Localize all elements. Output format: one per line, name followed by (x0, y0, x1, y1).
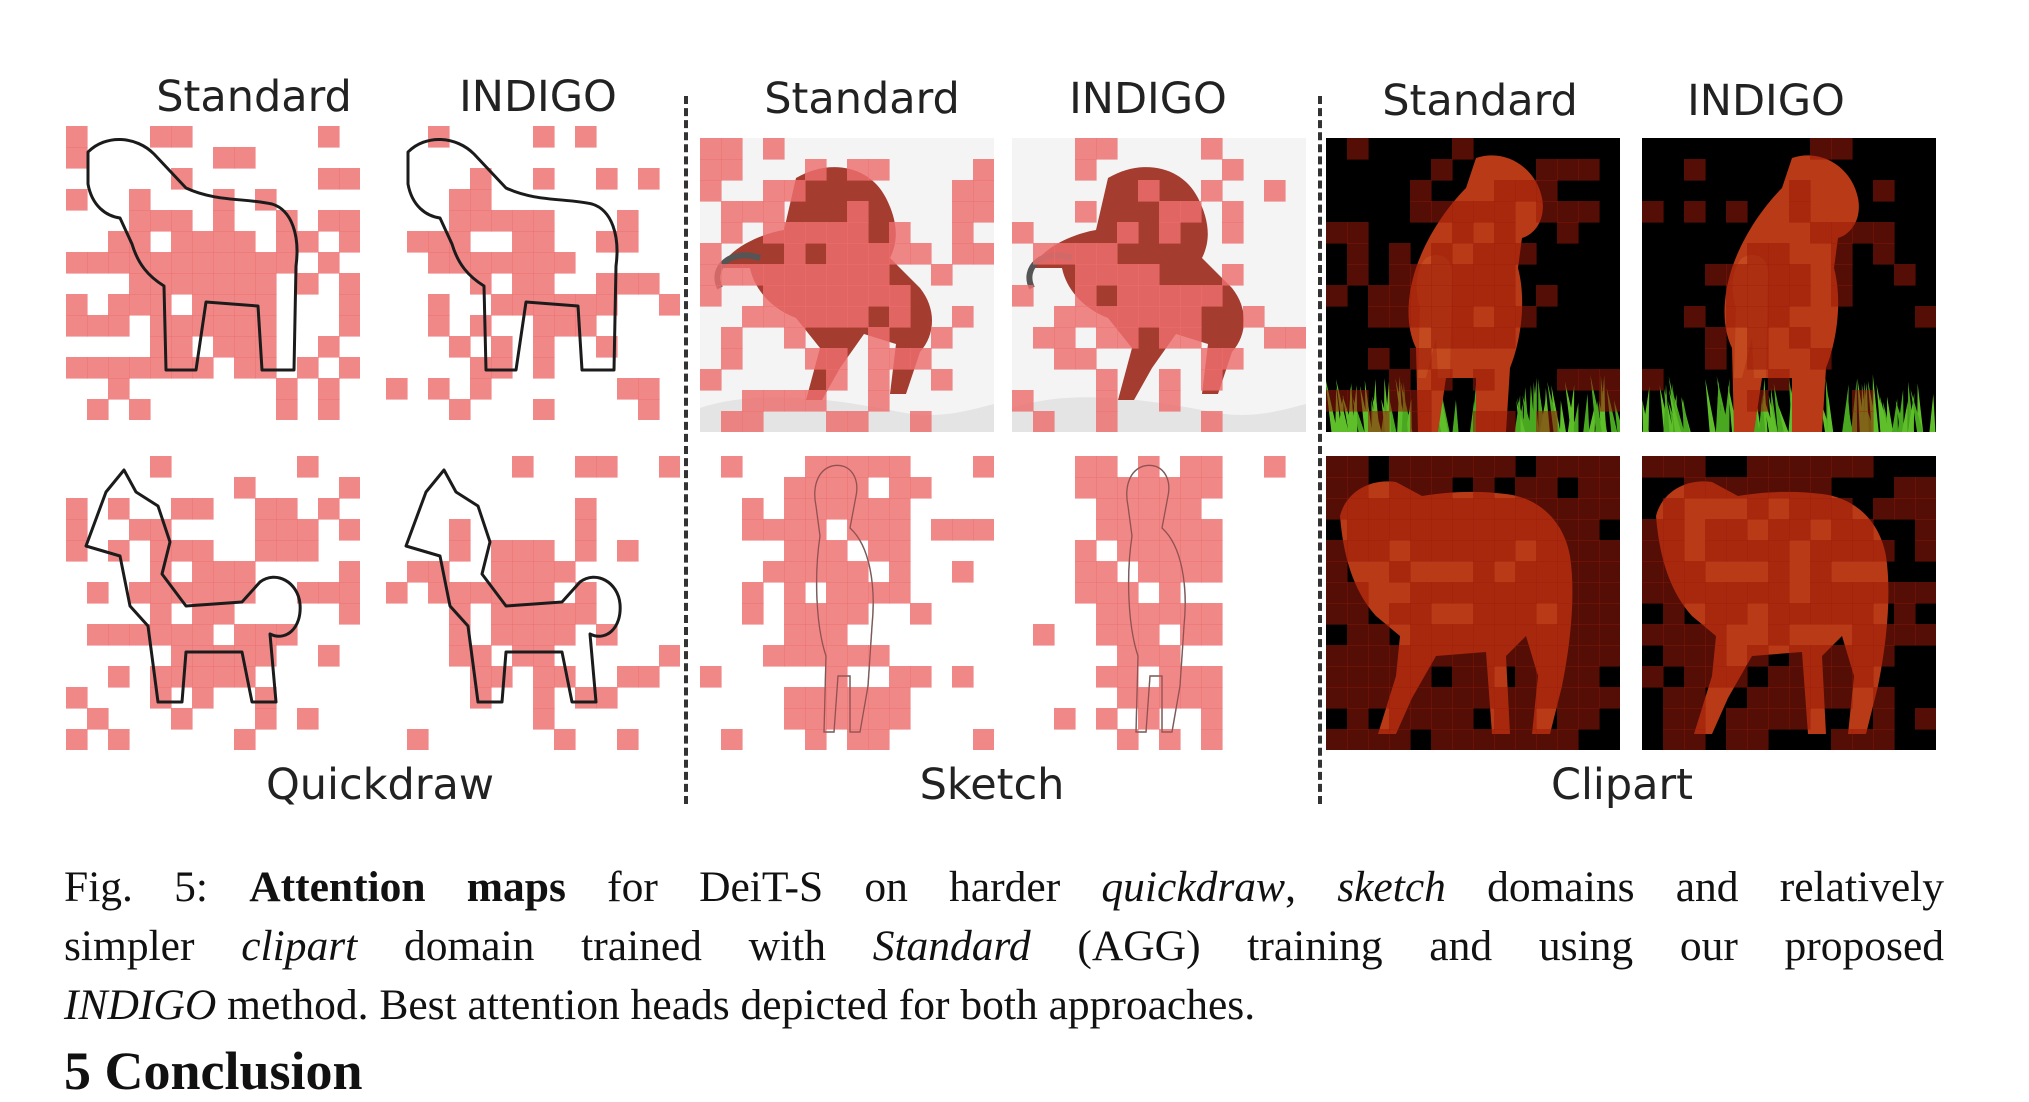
attention-maps-figure: Standard INDIGO Standard INDIGO Standard… (66, 72, 1936, 810)
col-header-quickdraw-indigo: INDIGO (459, 72, 617, 122)
caption-line-3: INDIGO method. Best attention heads depi… (64, 976, 1944, 1035)
col-header-clipart-indigo: INDIGO (1687, 76, 1845, 126)
caption-italic: sketch (1337, 863, 1446, 911)
caption-bold: Attention maps (249, 863, 566, 911)
caption-text: , (1285, 863, 1338, 911)
col-header-clipart-standard: Standard (1382, 76, 1578, 126)
caption-text: domain trained with (357, 922, 873, 970)
sketch-indigo-top-panel (1012, 138, 1306, 432)
caption-text: for DeiT-S on harder (565, 863, 1102, 911)
caption-italic: INDIGO (64, 981, 217, 1029)
group-label-quickdraw: Quickdraw (265, 760, 495, 810)
group-label-clipart: Clipart (1550, 760, 1694, 810)
caption-text: method. Best attention heads depicted fo… (216, 981, 1256, 1029)
caption-line-2: simpler clipart domain trained with Stan… (64, 917, 1944, 976)
sketch-standard-top-panel (700, 138, 994, 432)
clipart-standard-bottom-panel (1326, 456, 1620, 750)
caption-line-1: Fig. 5: Attention maps for DeiT-S on har… (64, 858, 1944, 917)
divider-left (684, 96, 688, 804)
caption-text: (AGG) training and using our proposed (1030, 922, 1944, 970)
col-header-sketch-standard: Standard (764, 74, 960, 124)
section-heading: 5 Conclusion (64, 1041, 363, 1101)
caption-prefix: Fig. 5: (64, 863, 250, 911)
clipart-indigo-top-panel (1642, 138, 1936, 432)
caption-text: simpler (64, 922, 242, 970)
caption-text: domains and relatively (1445, 863, 1945, 911)
group-label-sketch: Sketch (919, 760, 1065, 810)
caption-italic: clipart (241, 922, 358, 970)
quickdraw-indigo-top-panel (386, 126, 680, 420)
sketch-standard-bottom-panel (700, 456, 994, 750)
clipart-standard-top-panel (1326, 138, 1620, 432)
figure-caption: Fig. 5: Attention maps for DeiT-S on har… (64, 858, 1944, 1035)
quickdraw-standard-top-panel (66, 126, 360, 420)
col-header-sketch-indigo: INDIGO (1069, 74, 1227, 124)
quickdraw-indigo-bottom-panel (386, 456, 680, 750)
col-header-quickdraw-standard: Standard (156, 72, 352, 122)
quickdraw-standard-bottom-panel (66, 456, 360, 750)
clipart-indigo-bottom-panel (1642, 456, 1936, 750)
divider-right (1318, 96, 1322, 804)
sketch-indigo-bottom-panel (1012, 456, 1306, 750)
caption-italic: Standard (872, 922, 1031, 970)
caption-italic: quickdraw (1101, 863, 1286, 911)
